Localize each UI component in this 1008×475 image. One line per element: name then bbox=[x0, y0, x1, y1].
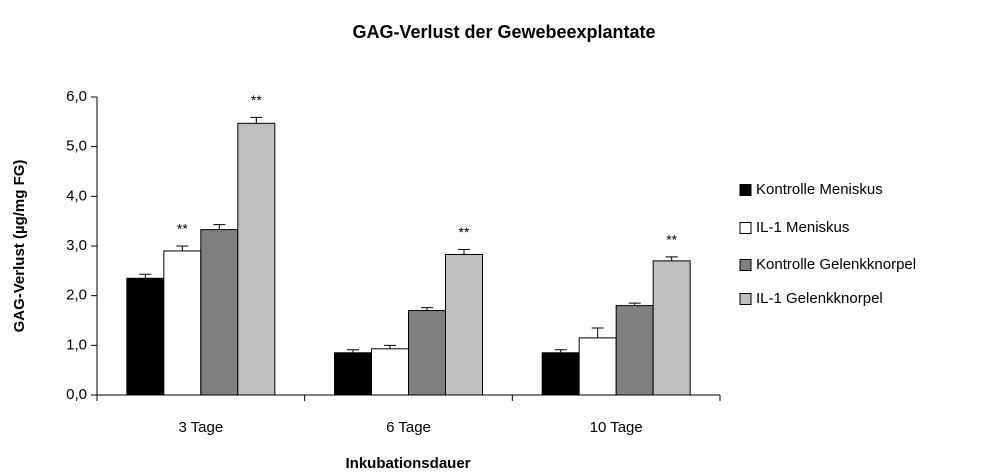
error-bar bbox=[665, 256, 678, 261]
y-tick-label: 1,0 bbox=[66, 336, 87, 353]
legend-swatch bbox=[739, 293, 752, 305]
error-bar bbox=[250, 116, 263, 124]
bar bbox=[408, 310, 446, 396]
annotation: ** bbox=[666, 232, 677, 248]
error-bar bbox=[384, 344, 396, 349]
y-tick-label: 6,0 bbox=[66, 88, 87, 105]
bar bbox=[371, 348, 409, 396]
x-tick-label: 10 Tage bbox=[590, 419, 643, 436]
bar bbox=[163, 250, 202, 396]
error-bar bbox=[421, 307, 433, 311]
bar bbox=[541, 352, 580, 396]
x-axis-label: Inkubationsdauer bbox=[345, 455, 470, 472]
legend-label: Kontrolle Meniskus bbox=[756, 181, 883, 198]
legend-label: Kontrolle Gelenkknorpel bbox=[756, 256, 916, 273]
y-tick-label: 0,0 bbox=[66, 386, 87, 403]
error-bar bbox=[458, 248, 470, 255]
legend-swatch bbox=[739, 259, 752, 271]
y-tick-label: 3,0 bbox=[66, 237, 87, 254]
bar bbox=[126, 277, 165, 396]
bar bbox=[652, 260, 691, 396]
annotation: ** bbox=[177, 221, 188, 237]
bar bbox=[334, 352, 372, 396]
legend-label: IL-1 Gelenkknorpel bbox=[756, 290, 883, 307]
chart-title: GAG-Verlust der Gewebeexplantate bbox=[352, 22, 655, 42]
x-tick-label: 3 Tage bbox=[178, 419, 223, 436]
error-bar bbox=[554, 349, 567, 353]
error-bar bbox=[213, 224, 226, 230]
bar bbox=[445, 253, 483, 396]
bar bbox=[615, 305, 654, 396]
legend-swatch bbox=[739, 184, 752, 196]
error-bar bbox=[347, 349, 359, 353]
error-bar bbox=[591, 327, 604, 338]
annotation: ** bbox=[251, 92, 262, 108]
x-tick-label: 6 Tage bbox=[386, 419, 431, 436]
y-tick-label: 4,0 bbox=[66, 187, 87, 204]
y-tick-label: 5,0 bbox=[66, 138, 87, 155]
y-tick-label: 2,0 bbox=[66, 287, 87, 304]
bar bbox=[237, 122, 276, 396]
bar bbox=[578, 337, 617, 396]
bar bbox=[200, 229, 239, 396]
error-bar bbox=[139, 273, 152, 279]
legend-swatch bbox=[739, 222, 752, 234]
annotation: ** bbox=[459, 224, 470, 240]
error-bar bbox=[628, 302, 641, 306]
error-bar bbox=[176, 245, 189, 251]
legend-label: IL-1 Meniskus bbox=[756, 219, 849, 236]
y-axis-label: GAG-Verlust (µg/mg FG) bbox=[11, 160, 28, 333]
